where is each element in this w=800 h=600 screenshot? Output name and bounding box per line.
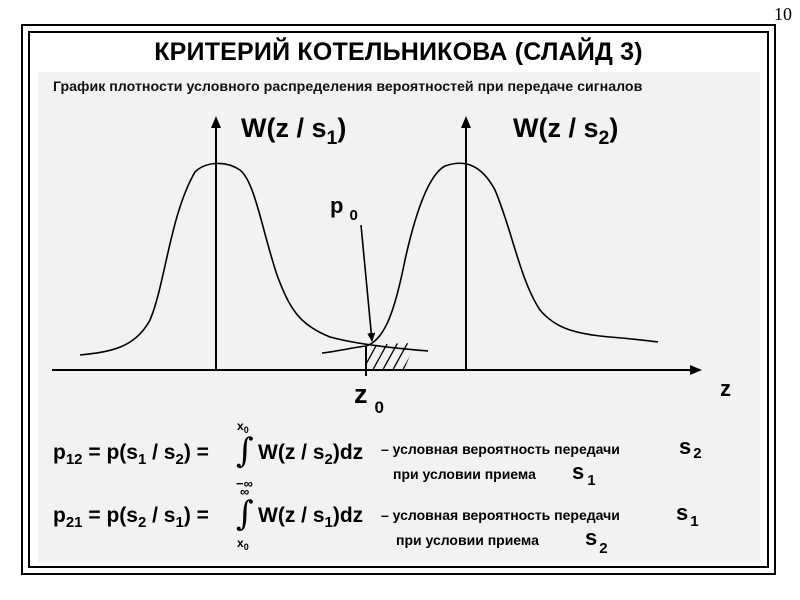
formula-p12-lhs: p12 = p(s1 / s2) = <box>53 441 209 468</box>
curve-w-s1 <box>79 162 429 356</box>
curve-label-s1: W(z / s1) <box>241 113 347 149</box>
z-axis-label: z <box>720 376 731 401</box>
outer-frame <box>21 24 776 575</box>
curve-w-s2 <box>321 162 659 354</box>
formula-p21-lhs: p21 = p(s2 / s1) = <box>53 504 209 531</box>
formula-p12-upper-limit: x0 <box>237 419 249 435</box>
formula-p21-description: – условная вероятность передачи <box>381 507 620 523</box>
curve-label-s2: W(z / s2) <box>513 113 619 149</box>
formula-p21-lower-limit: x0 <box>237 536 249 552</box>
formula-p21-upper-limit: ∞ <box>240 484 250 499</box>
formula-p12-lower-limit: −∞ <box>236 476 253 491</box>
content-panel <box>38 72 760 562</box>
formula-p12-integrand: W(z / s2)dz <box>258 441 364 468</box>
graph-subtitle: График плотности условного распределения… <box>53 79 643 95</box>
page-number: 10 <box>774 4 792 24</box>
formula-p21-condition: при условии приема <box>396 532 539 548</box>
formula-p12-description: – условная вероятность передачи <box>381 441 620 457</box>
inner-frame <box>28 31 769 568</box>
p0-pointer <box>360 224 376 342</box>
formula-p12-condition: при условии приема <box>393 466 536 482</box>
formula-p21-integral-icon: ∫ <box>236 494 254 534</box>
slide-title: КРИТЕРИЙ КОТЕЛЬНИКОВА (СЛАЙД 3) <box>154 38 643 66</box>
formula-p12-integral-icon: ∫ <box>236 431 254 471</box>
formula-p21-integrand: W(z / s1)dz <box>258 504 364 531</box>
